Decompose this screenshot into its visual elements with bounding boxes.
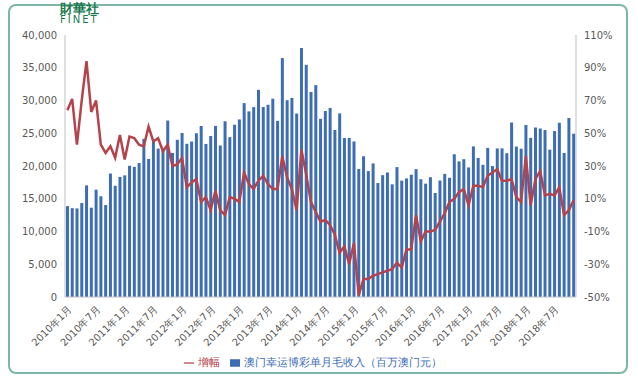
svg-text:10,000: 10,000 (22, 226, 57, 237)
svg-text:30%: 30% (584, 161, 606, 172)
svg-text:2018年7月: 2018年7月 (517, 304, 561, 348)
svg-text:25,000: 25,000 (22, 128, 57, 139)
svg-text:30,000: 30,000 (22, 95, 57, 106)
html-text:財華社: 財華社 (60, 1, 99, 16)
svg-text:15,000: 15,000 (22, 193, 57, 204)
svg-text:2014年7月: 2014年7月 (287, 303, 332, 349)
svg-text:2015年7月: 2015年7月 (344, 303, 389, 349)
svg-text:110%: 110% (584, 30, 613, 41)
svg-text:2012年7月: 2012年7月 (172, 303, 218, 349)
svg-text:2015年1月: 2015年1月 (315, 303, 361, 349)
svg-text:2011年1月: 2011年1月 (86, 303, 132, 349)
svg-text:10%: 10% (584, 193, 606, 204)
html-text:澳门幸运博彩单月毛收入（百万澳门元）: 澳门幸运博彩单月毛收入（百万澳门元） (243, 356, 442, 369)
svg-text:2013年7月: 2013年7月 (230, 303, 275, 349)
svg-text:2018年1月: 2018年1月 (487, 303, 533, 349)
svg-text:0: 0 (51, 292, 57, 303)
svg-text:-50%: -50% (584, 292, 610, 303)
svg-text:2014年1月: 2014年1月 (258, 303, 304, 349)
svg-text:35,000: 35,000 (22, 62, 57, 73)
svg-text:2017年7月: 2017年7月 (459, 303, 504, 349)
svg-text:-30%: -30% (584, 259, 610, 270)
svg-text:2010年1月: 2010年1月 (29, 303, 74, 349)
html-text:增幅: 增幅 (197, 356, 220, 369)
svg-text:20,000: 20,000 (22, 161, 57, 172)
svg-text:2011年7月: 2011年7月 (115, 303, 160, 349)
svg-text:5,000: 5,000 (28, 259, 57, 270)
svg-text:2016年1月: 2016年1月 (373, 303, 418, 349)
svg-text:2016年7月: 2016年7月 (401, 303, 447, 349)
svg-text:90%: 90% (584, 62, 606, 73)
svg-text:-10%: -10% (584, 226, 610, 237)
svg-text:2013年1月: 2013年1月 (201, 303, 246, 349)
svg-text:2010年7月: 2010年7月 (58, 303, 103, 349)
svg-text:50%: 50% (584, 128, 606, 139)
svg-text:70%: 70% (584, 95, 606, 106)
html-text:FINET: FINET (60, 14, 99, 25)
svg-text:2012年1月: 2012年1月 (144, 303, 189, 349)
svg-text:2017年1月: 2017年1月 (430, 303, 475, 349)
svg-text:40,000: 40,000 (22, 30, 57, 41)
